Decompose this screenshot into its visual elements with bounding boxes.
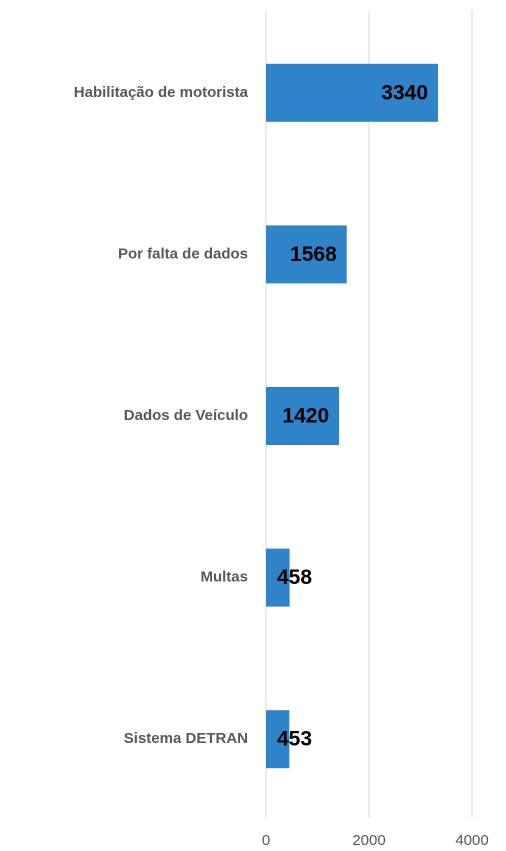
category-label: Habilitação de motorista — [74, 84, 249, 101]
bar — [266, 387, 340, 445]
value-label: 3340 — [381, 81, 428, 104]
category-label: Sistema DETRAN — [124, 730, 248, 747]
value-label: 1568 — [290, 243, 337, 266]
category-label: Multas — [200, 569, 248, 586]
bar — [266, 225, 347, 284]
value-label: 1420 — [282, 405, 329, 428]
value-label: 458 — [277, 566, 312, 589]
category-label: Dados de Veículo — [124, 407, 248, 424]
bar — [266, 63, 439, 122]
x-tick-label: 4000 — [455, 832, 488, 849]
x-tick-label: 2000 — [352, 832, 385, 849]
category-label: Por falta de dados — [118, 245, 248, 262]
value-label: 453 — [277, 728, 312, 751]
bar — [266, 710, 290, 769]
bar — [266, 548, 290, 607]
x-tick-label: 0 — [262, 832, 270, 849]
